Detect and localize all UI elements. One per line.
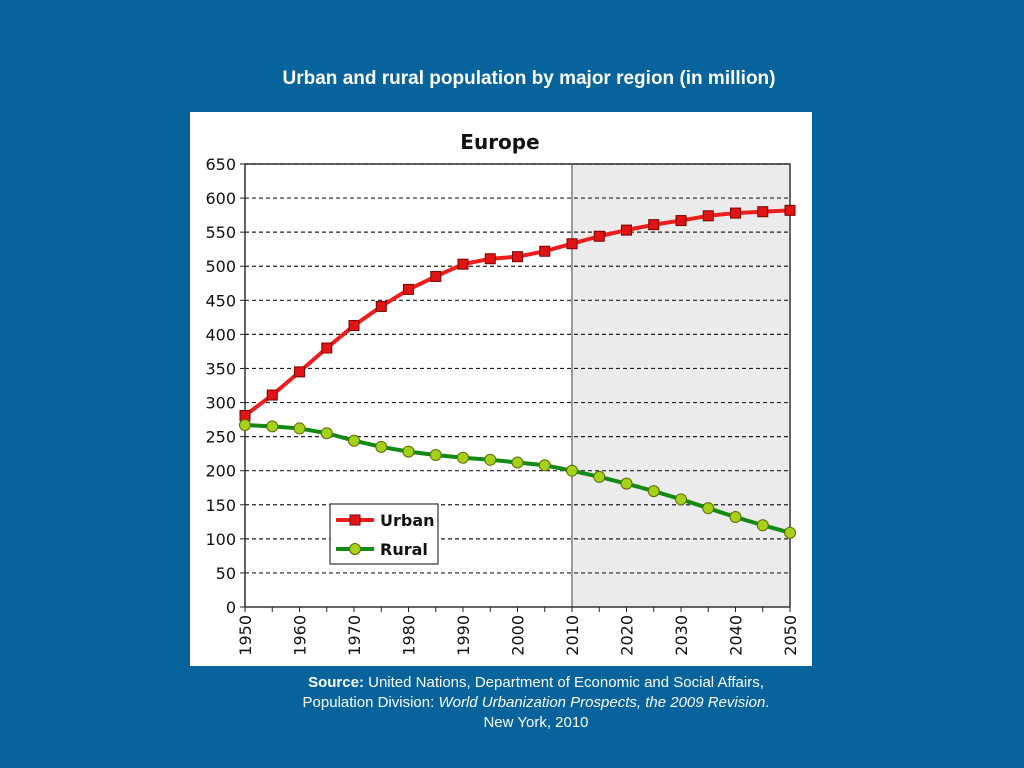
legend-label-urban: Urban <box>380 511 435 530</box>
data-point-rural <box>266 420 279 433</box>
slide-title: Urban and rural population by major regi… <box>282 68 776 89</box>
series-urban <box>239 204 796 421</box>
y-tick-label: 200 <box>205 462 236 481</box>
legend-marker-rural <box>349 543 361 555</box>
y-tick-label: 450 <box>205 291 236 310</box>
source-note: Source: United Nations, Department of Ec… <box>296 673 776 733</box>
source-text-b: . New York, 2010 <box>483 694 770 731</box>
data-point-rural <box>620 477 633 490</box>
data-point-rural <box>457 451 469 464</box>
data-point-urban <box>321 342 333 354</box>
europe-population-chart: 0 50 100 150 200 250 300 350 400 450 500 550 600 650 1… <box>205 130 800 656</box>
y-tick-label: 500 <box>205 257 236 276</box>
data-point-rural <box>756 519 769 532</box>
x-tick-label: 1980 <box>400 615 419 656</box>
data-point-urban <box>784 204 796 216</box>
x-tick-label: 1960 <box>291 615 310 656</box>
data-point-rural <box>320 427 333 440</box>
legend-box <box>329 503 439 565</box>
x-tick-label: 2040 <box>727 615 746 656</box>
y-tick-label: 150 <box>205 496 236 515</box>
data-point-urban <box>348 320 360 332</box>
data-point-rural <box>402 445 415 458</box>
y-tick-label: 650 <box>205 155 236 174</box>
data-point-rural <box>784 526 796 539</box>
data-point-urban <box>239 409 251 421</box>
x-tick-label: 1970 <box>345 615 364 656</box>
x-tick-label: 2020 <box>618 615 637 656</box>
data-point-urban <box>757 206 769 218</box>
data-point-rural <box>348 434 360 447</box>
data-point-rural <box>538 459 551 472</box>
data-point-rural <box>675 493 687 506</box>
data-point-urban <box>430 270 442 282</box>
data-point-urban <box>457 258 469 270</box>
data-point-urban <box>702 210 714 222</box>
y-tick-label: 400 <box>205 325 236 344</box>
x-tick-label: 2050 <box>781 615 800 656</box>
y-tick-label: 550 <box>205 223 236 242</box>
data-point-urban <box>730 207 741 219</box>
legend-label-rural: Rural <box>380 540 428 559</box>
data-point-urban <box>539 245 551 257</box>
series-rural <box>239 419 796 539</box>
x-tick-label: 1990 <box>454 615 473 656</box>
data-point-urban <box>675 215 687 227</box>
y-tick-label: 300 <box>205 394 236 413</box>
data-point-rural <box>293 422 306 435</box>
data-point-rural <box>484 453 497 466</box>
source-publication: World Urbanization Prospects, the 2009 R… <box>438 694 766 711</box>
chart-panel: 0 50 100 150 200 250 300 350 400 450 500 550 600 650 1… <box>190 112 812 666</box>
data-point-urban <box>648 219 660 231</box>
chart-title: Europe <box>460 130 539 154</box>
data-point-rural <box>429 449 442 462</box>
data-point-urban <box>484 253 496 265</box>
y-tick-label: 50 <box>216 564 236 583</box>
data-point-rural <box>566 464 578 477</box>
x-tick-label: 2000 <box>509 615 528 656</box>
data-point-rural <box>729 511 742 524</box>
data-point-urban <box>375 300 387 312</box>
data-point-urban <box>294 366 305 378</box>
y-tick-label: 0 <box>226 598 236 617</box>
data-point-urban <box>512 251 523 263</box>
data-point-urban <box>403 283 414 295</box>
x-tick-label: 2010 <box>563 615 582 656</box>
data-point-rural <box>375 440 388 453</box>
data-point-rural <box>593 470 606 483</box>
data-point-urban <box>266 389 278 401</box>
data-point-urban <box>621 224 632 236</box>
legend-marker-urban <box>349 514 361 526</box>
y-tick-label: 600 <box>205 189 236 208</box>
source-label: Source: <box>308 674 364 691</box>
x-tick-label: 2030 <box>672 615 691 656</box>
data-point-urban <box>593 230 605 242</box>
data-point-rural <box>702 502 715 515</box>
x-tick-label: 1950 <box>236 615 255 656</box>
y-tick-label: 250 <box>205 428 236 447</box>
y-tick-label: 350 <box>205 359 236 378</box>
y-tick-label: 100 <box>205 530 236 549</box>
data-point-rural <box>647 485 660 498</box>
projection-region <box>572 164 790 607</box>
data-point-rural <box>511 456 524 469</box>
data-point-rural <box>239 419 251 432</box>
data-point-urban <box>566 238 578 250</box>
source-text-a: United Nations, Department of Economic a… <box>302 674 764 711</box>
